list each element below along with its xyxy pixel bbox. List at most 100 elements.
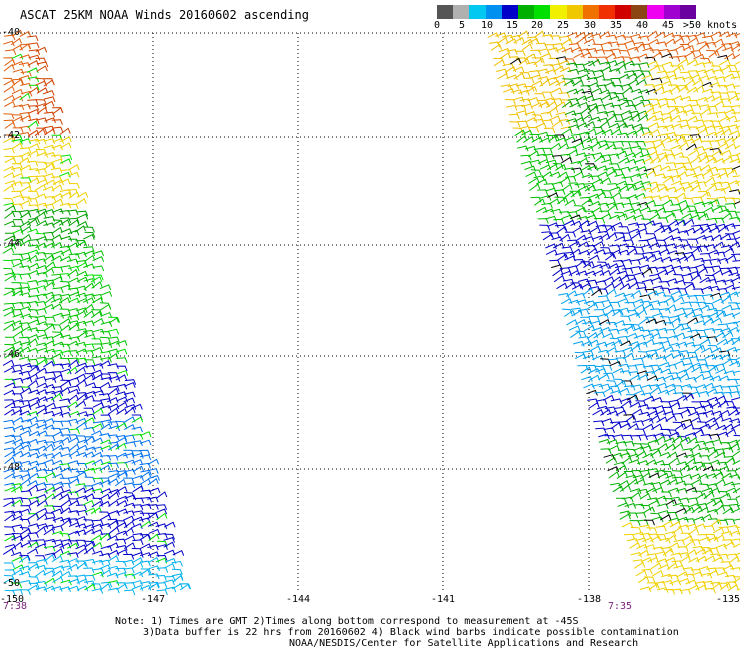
wind-barb	[99, 552, 111, 559]
wind-barb	[4, 382, 16, 389]
wind-barb	[717, 582, 729, 589]
wind-barb	[50, 393, 63, 401]
wind-barb	[82, 350, 95, 356]
wind-barb	[131, 403, 143, 410]
wind-barb	[660, 136, 672, 144]
wind-barb	[487, 32, 499, 39]
wind-barb	[658, 510, 670, 516]
wind-barb	[644, 56, 657, 63]
wind-barb	[28, 49, 41, 55]
wind-barb	[11, 116, 24, 123]
wind-barb	[613, 147, 625, 154]
wind-barb	[705, 156, 718, 164]
wind-barb	[43, 585, 56, 592]
wind-barb	[719, 354, 732, 360]
wind-barb	[123, 397, 136, 404]
wind-barb	[669, 349, 682, 356]
wind-barb	[735, 302, 740, 305]
wind-barb	[505, 38, 517, 45]
wind-barb	[525, 171, 537, 178]
wind-barb	[719, 181, 731, 188]
wind-barb	[702, 317, 714, 326]
wind-barb	[139, 569, 151, 576]
wind-barb	[734, 144, 740, 150]
wind-barb	[12, 416, 24, 424]
wind-barb	[670, 236, 683, 243]
wind-barb	[524, 165, 536, 172]
wind-barb	[528, 177, 540, 185]
wind-barb	[59, 559, 71, 566]
wind-barb	[733, 518, 740, 521]
wind-barb	[635, 282, 647, 289]
wind-barb	[650, 308, 662, 315]
wind-barb	[623, 441, 635, 447]
wind-barb	[645, 146, 658, 153]
wind-barb	[59, 293, 72, 300]
wind-barb	[59, 405, 71, 412]
wind-barb	[76, 210, 89, 217]
wind-barb	[630, 289, 642, 298]
wind-barb	[580, 137, 593, 144]
wind-barb	[656, 125, 669, 132]
wind-barb	[541, 91, 553, 98]
wind-barb	[60, 453, 73, 459]
wind-barb	[564, 199, 576, 206]
wind-barb	[52, 481, 64, 488]
wind-barb	[626, 72, 638, 79]
wind-barb	[681, 212, 693, 220]
wind-barb	[43, 505, 56, 511]
wind-barb	[76, 462, 88, 469]
wind-barb	[76, 220, 89, 228]
wind-barb	[156, 582, 168, 588]
wind-barb	[574, 351, 586, 358]
wind-barb	[536, 178, 548, 185]
wind-barb	[591, 383, 604, 390]
wind-barb	[642, 333, 655, 340]
wind-barb	[714, 395, 727, 402]
wind-barb	[677, 141, 690, 150]
wind-barb	[74, 225, 86, 233]
wind-barb	[689, 184, 702, 192]
wind-barb	[658, 194, 671, 201]
wind-barb	[59, 202, 72, 209]
wind-barb	[27, 563, 40, 571]
wind-barb	[661, 61, 674, 68]
wind-barb	[68, 265, 80, 272]
wind-barb	[156, 512, 168, 521]
wind-barb	[27, 120, 39, 129]
wind-barb	[606, 321, 618, 328]
wind-barb	[545, 187, 557, 194]
wind-barb	[601, 190, 613, 197]
wind-barb	[84, 446, 97, 453]
wind-barb	[140, 581, 152, 587]
wind-barb	[83, 234, 95, 240]
wind-barb	[4, 408, 16, 416]
wind-barb	[688, 70, 700, 76]
wind-barb	[598, 383, 611, 390]
wind-barb	[637, 256, 649, 262]
wind-barb	[68, 336, 81, 342]
wind-barb	[651, 77, 663, 84]
wind-barb	[91, 338, 103, 345]
wind-barb	[655, 355, 668, 362]
wind-barb	[4, 49, 17, 55]
wind-barb	[82, 320, 95, 327]
wind-barb	[701, 347, 713, 354]
wind-barb	[148, 474, 160, 481]
wind-barb	[686, 295, 699, 301]
wind-barb	[643, 519, 655, 526]
wind-barb	[634, 478, 646, 485]
wind-barb	[600, 247, 612, 254]
wind-barb	[706, 223, 718, 230]
wind-barb	[619, 513, 631, 520]
wind-barb	[588, 368, 601, 374]
wind-barb	[43, 231, 55, 238]
wind-barb	[621, 147, 633, 153]
wind-barb	[665, 131, 677, 138]
wind-barb	[35, 264, 48, 271]
wind-barb	[673, 307, 686, 314]
wind-barb	[734, 125, 740, 129]
wind-barb	[712, 298, 724, 304]
wind-barb	[43, 253, 55, 259]
wind-barb	[28, 86, 40, 95]
